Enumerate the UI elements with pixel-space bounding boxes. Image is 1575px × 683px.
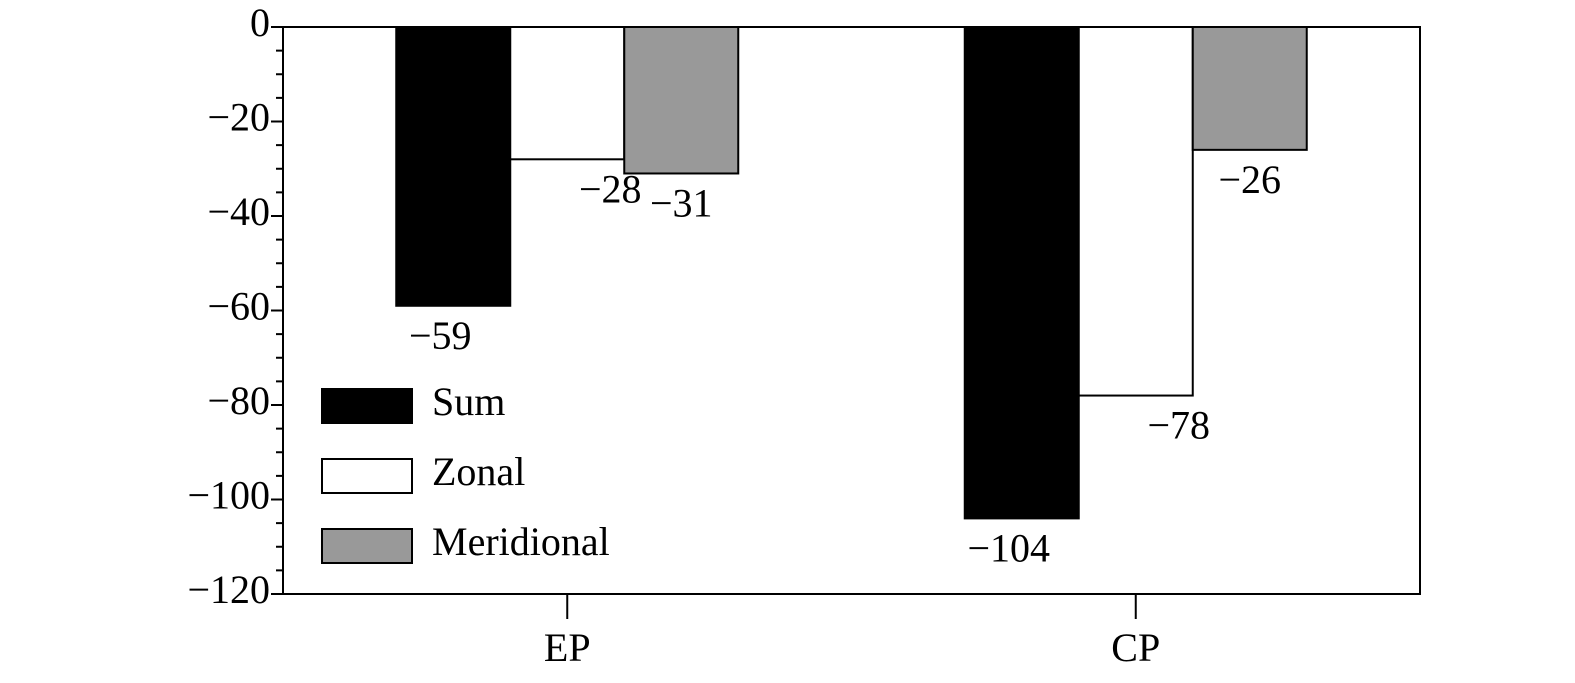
y-tick-label: −100	[187, 473, 270, 518]
value-label: −78	[1147, 403, 1210, 448]
value-label: −26	[1218, 157, 1281, 202]
legend-swatch	[321, 388, 413, 424]
bar	[509, 26, 626, 161]
x-tick-label: EP	[544, 625, 591, 670]
bar	[1077, 26, 1194, 397]
legend-label: Sum	[432, 379, 505, 424]
legend-swatch	[321, 528, 413, 564]
y-tick-label: −40	[207, 189, 270, 234]
y-tick-label: −120	[187, 567, 270, 612]
y-tick-label: 0	[250, 0, 270, 45]
bar	[1191, 26, 1308, 151]
bar	[963, 26, 1080, 520]
bar	[623, 26, 740, 175]
value-label: −31	[650, 181, 713, 226]
x-tick-label: CP	[1111, 625, 1160, 670]
y-tick-label: −60	[207, 284, 270, 329]
legend-swatch	[321, 458, 413, 494]
legend-label: Meridional	[432, 519, 610, 564]
bar	[395, 26, 512, 307]
y-tick-label: −80	[207, 378, 270, 423]
value-label: −59	[409, 313, 472, 358]
legend-label: Zonal	[432, 449, 525, 494]
y-tick-label: −20	[207, 95, 270, 140]
value-label: −104	[967, 526, 1050, 571]
